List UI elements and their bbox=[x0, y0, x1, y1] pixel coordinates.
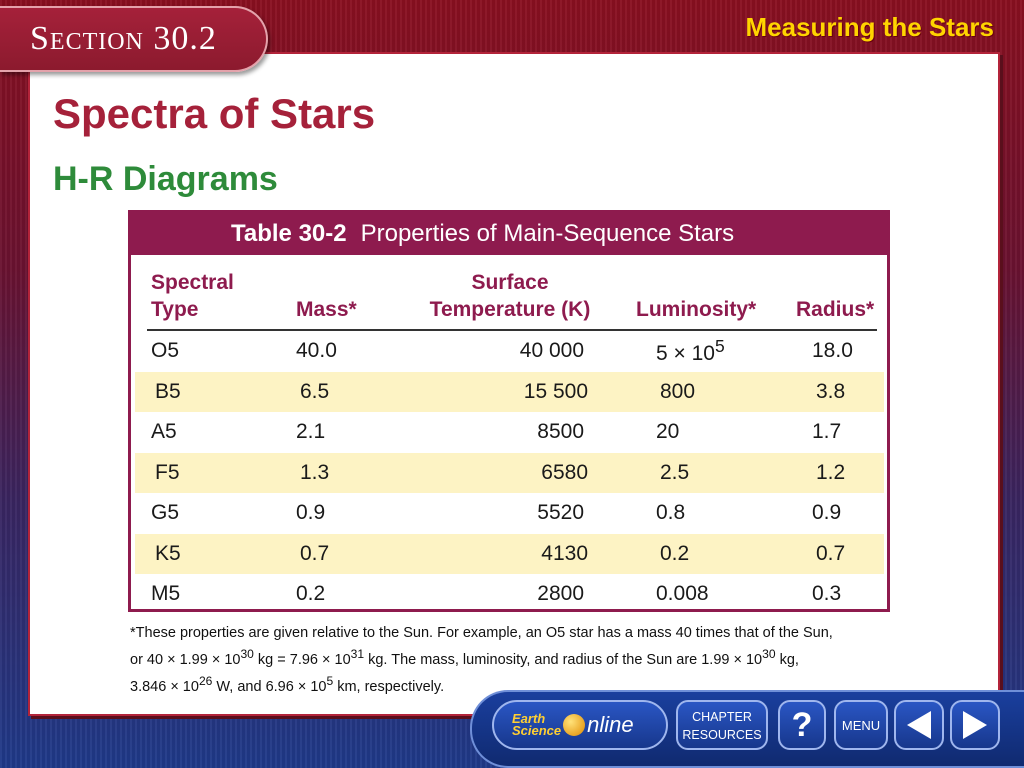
table-row: A5 2.1 8500 20 1.7 bbox=[131, 412, 887, 453]
table-footnote: *These properties are given relative to … bbox=[130, 623, 850, 698]
table-caption: Table 30-2 Properties of Main-Sequence S… bbox=[131, 213, 887, 255]
help-button[interactable]: ? bbox=[778, 700, 826, 750]
cell-mass: 0.2 bbox=[296, 582, 326, 606]
cell-temperature: 4130 bbox=[541, 541, 588, 565]
table-row: O5 40.0 40 000 5 × 105 18.0 bbox=[131, 331, 887, 372]
header-luminosity: Luminosity* bbox=[636, 298, 757, 321]
cell-luminosity: 0.2 bbox=[660, 541, 690, 565]
triangle-right-icon bbox=[963, 711, 987, 739]
cell-spectral-type: K5 bbox=[155, 541, 181, 565]
cell-spectral-type: A5 bbox=[151, 420, 177, 444]
cell-mass: 2.1 bbox=[296, 420, 326, 444]
cell-mass: 0.7 bbox=[300, 541, 330, 565]
cell-spectral-type: G5 bbox=[151, 501, 180, 525]
table-row: G5 0.9 5520 0.8 0.9 bbox=[131, 493, 887, 534]
cell-radius: 0.9 bbox=[812, 501, 842, 525]
cell-luminosity: 2.5 bbox=[660, 460, 690, 484]
table-body: O5 40.0 40 000 5 × 105 18.0 B5 6.5 15 500 800 3.8… bbox=[131, 331, 887, 615]
previous-button[interactable] bbox=[894, 700, 944, 750]
cell-luminosity: 800 bbox=[660, 379, 696, 403]
cell-radius: 18.0 bbox=[812, 339, 853, 363]
cell-luminosity: 20 bbox=[656, 420, 680, 444]
earth-science-online-button[interactable]: Earth Science nline bbox=[492, 700, 668, 750]
footnote-line-1: *These properties are given relative to … bbox=[130, 625, 833, 641]
header-surface-temperature: Surface Temperature (K) bbox=[429, 271, 591, 321]
header-spectral-type: Spectral Type bbox=[151, 271, 234, 321]
table-number: Table 30-2 bbox=[231, 220, 347, 247]
table-header-row: Spectral Type Mass* Surface Temperature (K… bbox=[131, 255, 887, 329]
logo-text: Earth Science bbox=[512, 711, 562, 738]
header-rule bbox=[147, 329, 877, 331]
cell-temperature: 15 500 bbox=[523, 379, 588, 403]
globe-icon bbox=[563, 714, 586, 736]
chapter-title: Measuring the Stars bbox=[745, 12, 994, 42]
logo-online-text: nline bbox=[587, 712, 634, 737]
properties-table: Table 30-2 Properties of Main-Sequence S… bbox=[128, 210, 890, 612]
footnote-line-2: or 40 × 1.99 × 1030 kg = 7.96 × 1031 kg.… bbox=[130, 647, 799, 668]
table-row: K5 0.7 4130 0.2 0.7 bbox=[135, 533, 884, 574]
cell-mass: 0.9 bbox=[296, 501, 326, 525]
cell-radius: 1.7 bbox=[812, 420, 842, 444]
header-radius: Radius* bbox=[796, 298, 875, 321]
menu-button[interactable]: MENU bbox=[834, 700, 888, 750]
page-title: Spectra of Stars bbox=[53, 90, 376, 137]
cell-temperature: 8500 bbox=[537, 420, 584, 444]
cell-radius: 0.3 bbox=[812, 582, 842, 606]
cell-temperature: 5520 bbox=[537, 501, 584, 525]
section-tab: Section 30.2 bbox=[0, 6, 268, 72]
cell-mass: 40.0 bbox=[296, 339, 337, 363]
table-row: B5 6.5 15 500 800 3.8 bbox=[135, 371, 884, 412]
cell-luminosity: 0.008 bbox=[656, 582, 709, 606]
cell-spectral-type: B5 bbox=[155, 379, 181, 403]
page-subtitle: H-R Diagrams bbox=[53, 160, 278, 198]
section-label: Section 30.2 bbox=[30, 20, 217, 57]
cell-temperature: 2800 bbox=[537, 582, 584, 606]
cell-radius: 0.7 bbox=[816, 541, 846, 565]
table-row: M5 0.2 2800 0.008 0.3 bbox=[131, 574, 887, 615]
cell-radius: 1.2 bbox=[816, 460, 846, 484]
header-mass: Mass* bbox=[296, 298, 357, 321]
cell-mass: 6.5 bbox=[300, 379, 330, 403]
triangle-left-icon bbox=[907, 711, 931, 739]
cell-temperature: 40 000 bbox=[519, 339, 584, 363]
next-button[interactable] bbox=[950, 700, 1000, 750]
cell-radius: 3.8 bbox=[816, 379, 846, 403]
cell-mass: 1.3 bbox=[300, 460, 330, 484]
cell-luminosity: 5 × 105 bbox=[656, 336, 725, 366]
cell-spectral-type: F5 bbox=[155, 460, 180, 484]
cell-temperature: 6580 bbox=[541, 460, 588, 484]
table-name: Properties of Main-Sequence Stars bbox=[360, 220, 735, 247]
chapter-resources-button[interactable]: CHAPTER RESOURCES bbox=[676, 700, 768, 750]
cell-spectral-type: M5 bbox=[151, 582, 181, 606]
footnote-line-3: 3.846 × 1026 W, and 6.96 × 105 km, respe… bbox=[130, 673, 445, 695]
cell-luminosity: 0.8 bbox=[656, 501, 686, 525]
cell-spectral-type: O5 bbox=[151, 339, 180, 363]
table-row: F5 1.3 6580 2.5 1.2 bbox=[135, 452, 884, 493]
